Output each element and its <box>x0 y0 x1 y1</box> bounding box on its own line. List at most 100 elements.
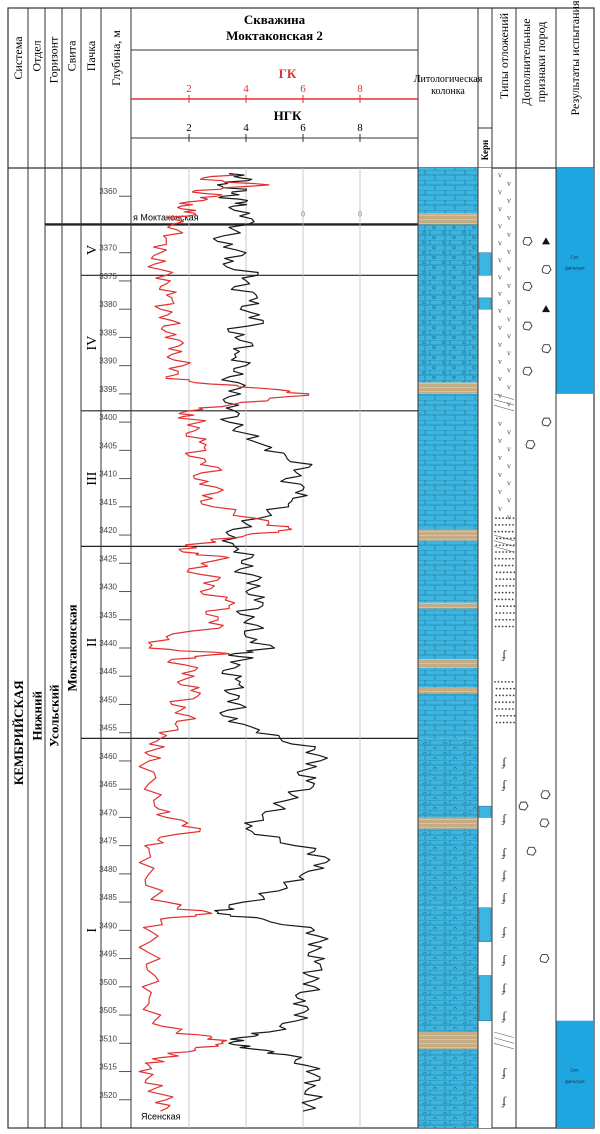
kern-interval <box>478 297 492 310</box>
sand-dot <box>504 564 507 567</box>
sand-dot <box>509 578 512 581</box>
sand-dot <box>495 721 498 724</box>
series-name: Нижний <box>30 691 45 741</box>
sand-dot <box>498 517 501 520</box>
header-litho-2: колонка <box>431 86 465 97</box>
sand-dot <box>512 551 515 553</box>
litho-layer <box>418 1032 478 1049</box>
sand-dot <box>495 605 498 608</box>
sand-dot <box>506 714 509 717</box>
sand-dot <box>495 551 497 553</box>
sand-dot <box>509 551 511 553</box>
algae-mark: ʄ <box>501 777 507 792</box>
table-header: Система Отдел Горизонт Свита Пачка Глубина, м… <box>11 0 582 169</box>
cavern-mark <box>525 440 536 450</box>
sand-dot <box>501 708 504 710</box>
sand-dot <box>513 605 516 608</box>
sand-dot <box>506 687 508 690</box>
depth-label: 3520 <box>99 1091 117 1100</box>
sand-dot <box>508 530 511 533</box>
sand-dot <box>512 523 514 526</box>
system-name: КЕМБРИЙСКАЯ <box>11 680 26 785</box>
litho-layer <box>418 168 478 214</box>
sand-dot <box>501 530 504 533</box>
depth-label: 3515 <box>99 1063 117 1072</box>
litho-layer <box>418 828 478 908</box>
cavern-mark <box>518 801 529 811</box>
depth-label: 3505 <box>99 1006 117 1015</box>
sand-dot <box>511 680 514 683</box>
pack-label: IV <box>85 336 100 351</box>
evaporite-mark: v <box>498 306 502 315</box>
litho-layer <box>418 693 478 739</box>
sand-dot <box>508 598 511 601</box>
sand-dot <box>512 584 515 587</box>
evaporite-mark: v <box>498 357 502 366</box>
grid-zero-label: 0 <box>301 210 305 219</box>
sand-dot <box>505 523 507 526</box>
sand-dot <box>499 714 502 717</box>
sand-dot <box>498 551 501 553</box>
sand-dot <box>505 584 508 587</box>
litho-layer <box>418 738 478 818</box>
sand-dot <box>494 701 497 704</box>
sand-dot <box>505 694 508 697</box>
algae-mark: ʄ <box>501 980 507 995</box>
cavern-mark <box>522 321 533 331</box>
sand-dot <box>513 714 516 717</box>
sand-dot <box>498 584 501 587</box>
sand-dot <box>505 618 508 621</box>
litho-layer <box>418 540 478 603</box>
sand-dot <box>497 598 500 601</box>
lithology-column <box>417 168 493 1128</box>
sand-dot <box>513 571 516 574</box>
sand-dot <box>499 544 501 547</box>
gk-label: ГК <box>279 66 297 81</box>
algae-mark: ʄ <box>501 952 507 967</box>
depth-label: 3380 <box>99 300 117 309</box>
litho-layer <box>418 907 478 1032</box>
log-track: я Моктаконская Ясенская 0 0 <box>133 168 362 1128</box>
depth-label: 3405 <box>99 441 117 450</box>
sand-dot <box>506 578 508 581</box>
kern-interval <box>478 907 492 942</box>
sand-dot <box>495 517 497 520</box>
hatch-mark <box>493 1037 515 1044</box>
sand-dot <box>509 687 512 690</box>
gk-tick-label: 8 <box>357 83 363 95</box>
sand-dot <box>508 708 511 710</box>
sand-dot <box>494 557 497 560</box>
depth-label: 3415 <box>99 498 117 507</box>
depth-label: 3470 <box>99 808 117 817</box>
litho-layer <box>418 224 478 383</box>
sand-dot <box>499 721 501 724</box>
depth-label: 3375 <box>99 272 117 281</box>
evaporite-mark: v <box>498 374 502 383</box>
header-system: Система <box>11 36 25 80</box>
depth-label: 3460 <box>99 752 117 761</box>
evaporite-mark: v <box>507 213 511 222</box>
test-result-lower-label: Сух. <box>571 1068 580 1073</box>
algae-mark: ʄ <box>501 810 507 825</box>
sand-dot <box>501 557 504 560</box>
cavern-mark <box>541 417 552 427</box>
sand-dot <box>510 714 512 717</box>
evaporite-mark: v <box>507 230 511 239</box>
horizon-name: Усольский <box>47 684 62 747</box>
test-result-upper-label: Сух. <box>571 254 580 259</box>
sand-dot <box>494 530 497 533</box>
litho-layer <box>418 687 478 694</box>
sand-dot <box>512 618 515 621</box>
sand-dot <box>502 721 505 724</box>
depth-label: 3430 <box>99 583 117 592</box>
sand-dot <box>495 544 498 547</box>
sand-dot <box>508 557 511 560</box>
evaporite-mark: v <box>498 323 502 332</box>
depth-label: 3490 <box>99 921 117 930</box>
evaporite-mark: v <box>507 349 511 358</box>
depth-column: 3360 3370 3375 3380 3385 3390 3395 3400 3405 3410… <box>99 187 131 1101</box>
algae-mark: ʄ <box>501 889 507 904</box>
litho-layer <box>418 667 478 688</box>
header-kern: Керн <box>480 140 490 160</box>
